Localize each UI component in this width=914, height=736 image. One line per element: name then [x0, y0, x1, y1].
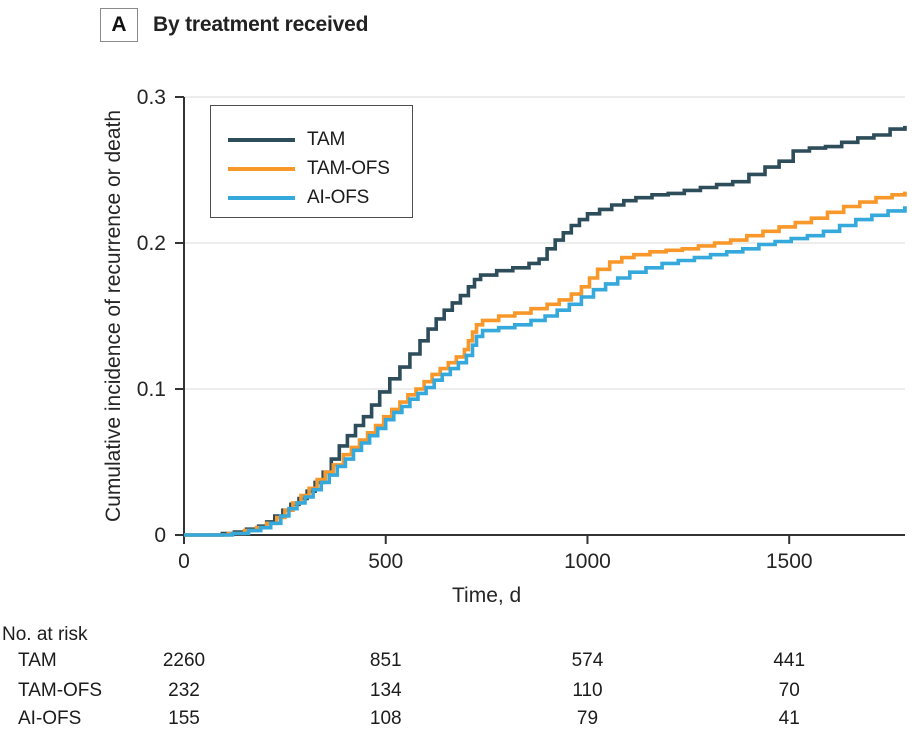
- x-axis-title: Time, d: [452, 584, 521, 607]
- risk-count: 79: [576, 708, 599, 729]
- risk-row-label-ai-ofs: AI-OFS: [18, 708, 82, 729]
- risk-count: 574: [571, 650, 604, 671]
- risk-count: 441: [773, 650, 806, 671]
- panel-header: A By treatment received: [100, 8, 368, 42]
- ai-ofs-line-swatch: [228, 195, 295, 200]
- risk-row-label-tam: TAM: [18, 650, 57, 671]
- curve-tam-ofs: [184, 191, 907, 537]
- risk-count: 41: [778, 708, 800, 729]
- risk-table: No. at risk TAM 2260 851 574 441 TAM-OFS 232 13…: [0, 622, 914, 736]
- legend-label-tam-ofs: TAM-OFS: [307, 157, 390, 179]
- risk-count: 232: [168, 680, 200, 701]
- panel-label-badge: A: [100, 8, 138, 42]
- chart-area: 0 0.1 0.2 0.3 0 500 1000 1500 Time, d Cumulative …: [102, 86, 907, 607]
- tam-ofs-line-swatch: [228, 166, 295, 171]
- legend-label-tam: TAM: [307, 128, 346, 150]
- legend-item-tam-ofs: TAM-OFS: [228, 154, 412, 183]
- risk-row-label-tam-ofs: TAM-OFS: [18, 680, 103, 701]
- legend-item-ai-ofs: AI-OFS: [228, 183, 412, 212]
- legend: TAM TAM-OFS AI-OFS: [210, 105, 413, 218]
- risk-count: 108: [369, 708, 402, 729]
- risk-count: 851: [369, 650, 402, 671]
- y-tick-label-0.2: 0.2: [137, 232, 166, 255]
- x-tick-label-0: 0: [178, 550, 190, 573]
- y-tick-label-0.3: 0.3: [137, 86, 166, 109]
- risk-table-title: No. at risk: [2, 624, 88, 645]
- legend-item-tam: TAM: [228, 125, 412, 154]
- y-axis-title: Cumulative incidence of recurrence or de…: [102, 110, 125, 522]
- curve-ai-ofs: [184, 206, 907, 537]
- panel-title: By treatment received: [153, 13, 369, 36]
- legend-label-ai-ofs: AI-OFS: [307, 186, 370, 208]
- risk-count: 134: [369, 680, 402, 701]
- y-tick-label-0: 0: [154, 524, 166, 547]
- risk-count: 155: [168, 708, 200, 729]
- risk-count: 2260: [162, 650, 206, 671]
- cumulative-incidence-plot: 0 0.1 0.2 0.3 0 500 1000 1500 Time, d Cumulative …: [102, 86, 907, 607]
- risk-count: 70: [778, 680, 800, 701]
- tam-line-swatch: [228, 137, 295, 142]
- x-tick-label-1500: 1500: [766, 550, 813, 573]
- x-tick-label-500: 500: [368, 550, 403, 573]
- risk-count: 110: [572, 680, 603, 701]
- y-tick-label-0.1: 0.1: [137, 378, 166, 401]
- x-tick-label-1000: 1000: [564, 550, 611, 573]
